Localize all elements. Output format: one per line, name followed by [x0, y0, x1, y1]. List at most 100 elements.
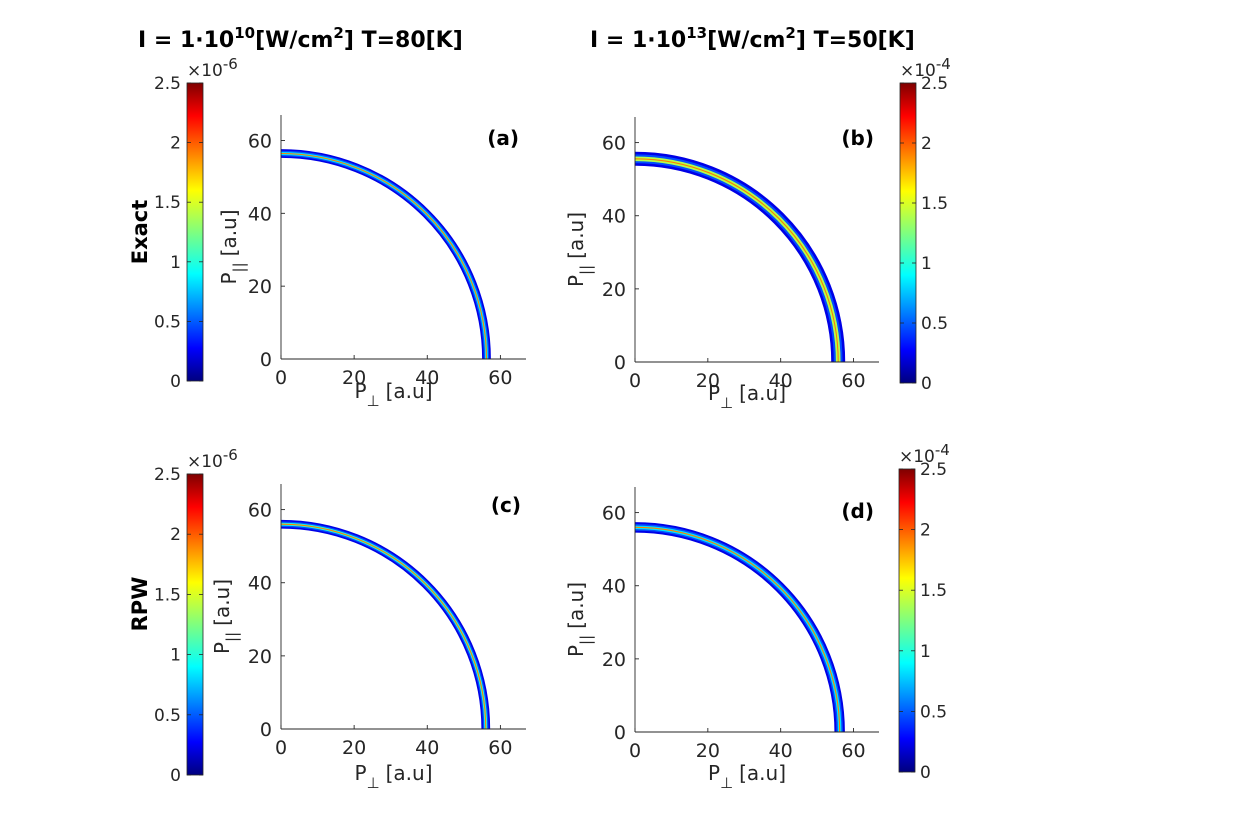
- ring-band-mid: [634, 524, 843, 733]
- x-axis-label: P⊥ [a.u]: [708, 761, 786, 792]
- x-tick-label: 60: [488, 737, 512, 759]
- y-tick-label: 20: [248, 276, 272, 298]
- colorbar-gradient: [899, 82, 917, 384]
- colorbar-multiplier: ×10-4: [899, 441, 950, 467]
- x-axis-label: P⊥ [a.u]: [708, 381, 786, 412]
- x-tick-label: 0: [275, 737, 287, 759]
- colorbar-tick-label: 2: [170, 134, 181, 154]
- x-tick-label: 0: [629, 740, 641, 762]
- colorbar-tick-label: 1: [921, 254, 932, 274]
- x-tick-label: 60: [488, 367, 512, 389]
- ring-band-outer: [280, 149, 491, 360]
- x-tick-label: 20: [342, 737, 366, 759]
- row-label-exact: Exact: [128, 200, 152, 265]
- colorbar-tick-label: 0.5: [921, 314, 948, 334]
- x-tick-label: 20: [696, 370, 720, 392]
- colorbar-a: 0 0.5 1 1.5 2 2.5 ×10-6: [154, 55, 238, 392]
- colorbar-multiplier: ×10-4: [900, 55, 951, 81]
- panel-c: 0 20 40 60 0 20 40 60 (c) P⊥ [a.u] P||[a.u]: [210, 484, 526, 792]
- y-tick-label: 60: [248, 130, 272, 152]
- colorbar-gradient: [898, 468, 916, 773]
- column-title-left: I = 1·1010[W/cm2] T=80[K]: [138, 24, 463, 53]
- x-tick-label: 60: [841, 740, 865, 762]
- colorbar-tick-label: 0: [170, 766, 181, 786]
- y-axis-label: P||[a.u]: [564, 582, 595, 657]
- y-axis-label: P||[a.u]: [210, 579, 241, 654]
- colorbar-tick-label: 0: [920, 763, 931, 783]
- x-axis-label: P⊥ [a.u]: [354, 761, 432, 792]
- x-tick-label: 20: [696, 740, 720, 762]
- y-tick-label: 20: [602, 279, 626, 301]
- y-axis-label: P||[a.u]: [217, 209, 248, 284]
- panel-label: (c): [491, 493, 521, 517]
- x-tick-label: 20: [342, 367, 366, 389]
- colorbar-tick-label: 1: [920, 642, 931, 662]
- panel-label: (d): [841, 499, 874, 523]
- panel-label: (b): [841, 126, 874, 150]
- colorbar-tick-label: 1.5: [921, 194, 948, 214]
- x-tick-label: 0: [275, 367, 287, 389]
- y-tick-label: 60: [602, 133, 626, 155]
- panel-b: 0 20 40 60 0 20 40 60 (b) P⊥ [a.u] P||[a.u]: [564, 117, 879, 412]
- colorbar-tick-label: 2: [170, 525, 181, 545]
- colorbar-c: 0 0.5 1 1.5 2 2.5 ×10-6: [154, 446, 238, 786]
- ring-heatmap: [634, 151, 846, 363]
- panel-d: 0 20 40 60 0 20 40 60 (d) P⊥ [a.u] P||[a.u]: [564, 487, 879, 792]
- x-tick-label: 40: [415, 367, 439, 389]
- colorbar-tick-label: 0.5: [154, 706, 181, 726]
- y-tick-label: 40: [248, 203, 272, 225]
- y-tick-label: 0: [260, 349, 272, 371]
- colorbar-tick-label: 2.5: [154, 465, 181, 485]
- x-tick-label: 40: [415, 737, 439, 759]
- colorbar-b: 0 0.5 1 1.5 2 2.5×10-4: [899, 55, 951, 394]
- colorbar-tick-label: 2.5: [154, 74, 181, 94]
- y-tick-label: 20: [602, 649, 626, 671]
- x-tick-label: 60: [841, 370, 865, 392]
- colorbar-tick-label: 0: [921, 374, 932, 394]
- colorbar-tick-label: 1.5: [920, 581, 947, 601]
- y-tick-label: 60: [602, 503, 626, 525]
- ring-band-outer: [280, 519, 491, 730]
- colorbar-tick-label: 1: [170, 646, 181, 666]
- colorbar-gradient: [186, 82, 204, 382]
- y-tick-label: 0: [614, 352, 626, 374]
- column-title-right: I = 1·1013[W/cm2] T=50[K]: [590, 24, 915, 53]
- ring-heatmap: [634, 522, 845, 733]
- panel-label: (a): [487, 126, 519, 150]
- colorbar-gradient: [186, 473, 204, 776]
- ring-heatmap: [280, 149, 491, 360]
- x-tick-label: 40: [769, 740, 793, 762]
- y-tick-label: 40: [602, 206, 626, 228]
- colorbar-multiplier: ×10-6: [187, 446, 238, 472]
- y-axis-label: P||[a.u]: [564, 212, 595, 287]
- y-tick-label: 60: [248, 500, 272, 522]
- ring-heatmap: [280, 519, 491, 730]
- x-axis-label: P⊥ [a.u]: [354, 379, 432, 410]
- colorbar-tick-label: 1.5: [154, 193, 181, 213]
- colorbar-tick-label: 0.5: [920, 702, 947, 722]
- ring-band-peak: [280, 152, 488, 360]
- y-tick-label: 0: [260, 719, 272, 741]
- x-tick-label: 0: [629, 370, 641, 392]
- panel-a: 0 20 40 60 0 20 40 60 (a) P⊥ [a.u] P||[a.u]: [217, 115, 526, 410]
- y-tick-label: 20: [248, 646, 272, 668]
- colorbar-d: 0 0.5 1 1.5 2 2.5×10-4: [898, 441, 950, 783]
- colorbar-multiplier: ×10-6: [187, 55, 238, 81]
- y-tick-label: 40: [602, 576, 626, 598]
- colorbar-tick-label: 2.5: [921, 74, 948, 94]
- ring-band-peak: [634, 526, 841, 733]
- colorbar-tick-label: 2: [921, 134, 932, 154]
- colorbar-tick-label: 2.5: [920, 460, 947, 480]
- ring-band-peak: [634, 158, 839, 363]
- y-tick-label: 40: [248, 573, 272, 595]
- x-tick-label: 40: [769, 370, 793, 392]
- colorbar-tick-label: 1.5: [154, 585, 181, 605]
- colorbar-tick-label: 1: [170, 253, 181, 273]
- colorbar-tick-label: 0.5: [154, 312, 181, 332]
- y-tick-label: 0: [614, 722, 626, 744]
- row-label-rpw: RPW: [128, 577, 152, 632]
- colorbar-tick-label: 2: [920, 521, 931, 541]
- colorbar-tick-label: 0: [170, 372, 181, 392]
- ring-band-mid: [634, 154, 843, 363]
